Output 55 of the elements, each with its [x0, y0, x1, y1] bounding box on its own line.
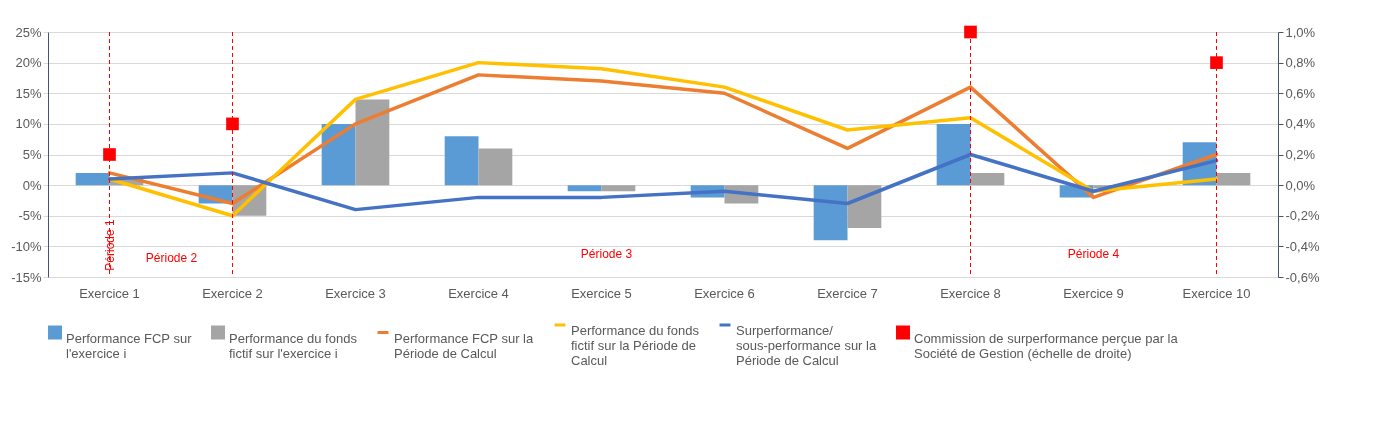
legend-label: Performance du fonds fictif sur l'exercice i — [229, 330, 358, 361]
y-tick-label: 0% — [22, 177, 42, 193]
line-series — [107, 152, 1219, 212]
y-tick-label: 15% — [15, 85, 42, 101]
legend-label: Performance FCP sur l'exercice i — [66, 330, 193, 361]
line-series — [107, 60, 1219, 218]
x-tick-label: Exercice 1 — [79, 285, 140, 301]
bar — [75, 172, 110, 186]
y2-tick-label: 0,8% — [1285, 55, 1316, 71]
y-tick-label: -10% — [11, 238, 42, 254]
x-tick-label: Exercice 5 — [571, 285, 632, 301]
bar — [1216, 172, 1251, 186]
x-tick-label: Exercice 2 — [202, 285, 263, 301]
bar — [567, 185, 602, 192]
legend-label: Performance du fonds fictif sur la Période de Calcul — [571, 323, 700, 368]
legend-label: Surperformance/ sous-performance sur la Période de Calcul — [736, 323, 877, 368]
y-tick-label: -15% — [11, 269, 42, 285]
bar — [601, 185, 636, 192]
annotation: Période 4 — [1067, 247, 1120, 261]
y2-tick-label: 1,0% — [1285, 24, 1316, 40]
x-tick-label: Exercice 8 — [940, 285, 1001, 301]
point — [226, 117, 239, 131]
point — [964, 25, 977, 39]
y2-tick-label: -0,6% — [1285, 269, 1320, 285]
bar — [936, 123, 971, 186]
y-tick-label: 10% — [15, 116, 42, 132]
bar — [321, 123, 356, 186]
y-tick-label: 25% — [15, 24, 42, 40]
y-tick-label: 5% — [22, 147, 42, 162]
bar — [813, 185, 848, 241]
y2-tick-label: -0,2% — [1285, 208, 1320, 224]
y-tick-label: -5% — [18, 208, 42, 224]
point — [103, 148, 116, 161]
x-tick-label: Exercice 4 — [448, 285, 509, 301]
x-tick-label: Exercice 10 — [1182, 285, 1251, 301]
bar — [444, 136, 479, 186]
y2-tick-label: 0,2% — [1285, 147, 1316, 162]
point — [1210, 56, 1223, 69]
annotation: Période 3 — [580, 247, 633, 261]
x-tick-label: Exercice 7 — [817, 285, 878, 301]
x-tick-label: Exercice 6 — [694, 285, 755, 301]
x-tick-label: Exercice 9 — [1063, 285, 1124, 301]
legend-label: Performance FCP sur la Période de Calcul — [394, 330, 534, 361]
y-tick-label: 20% — [15, 55, 42, 71]
x-tick-label: Exercice 3 — [325, 285, 386, 301]
bar — [355, 99, 390, 186]
y2-tick-label: 0,6% — [1285, 85, 1316, 101]
y2-tick-label: 0,0% — [1285, 177, 1316, 193]
line-series — [107, 73, 1219, 206]
annotation: Période 2 — [145, 251, 198, 265]
bar — [970, 172, 1005, 186]
y2-tick-label: 0,4% — [1285, 116, 1316, 132]
legend-label: Commission de surperformance perçue par la Société de Gestion (échelle de droite) — [914, 330, 1179, 361]
bar — [478, 148, 513, 186]
y2-tick-label: -0,4% — [1285, 238, 1320, 254]
